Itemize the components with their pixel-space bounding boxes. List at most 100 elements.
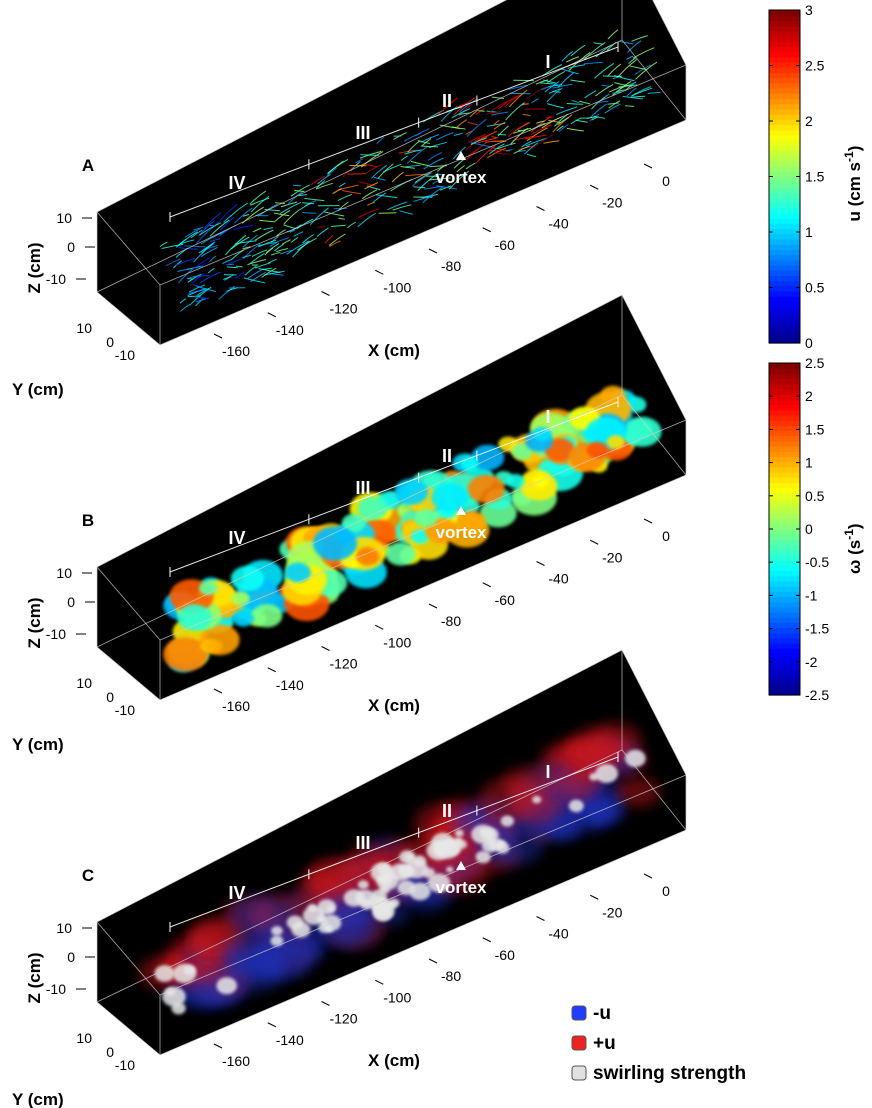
streamline bbox=[296, 218, 314, 230]
vorticity-blob bbox=[312, 526, 358, 561]
colorbar-band bbox=[769, 108, 800, 115]
streamline bbox=[187, 273, 202, 283]
streamline bbox=[583, 42, 606, 61]
streamline bbox=[309, 207, 329, 226]
vorticity-blob bbox=[357, 496, 388, 520]
streamline bbox=[179, 298, 187, 304]
streamline bbox=[625, 105, 635, 107]
streamline bbox=[342, 190, 362, 195]
streamline bbox=[175, 238, 187, 248]
box-edge bbox=[96, 749, 623, 1003]
colorbar-band bbox=[769, 202, 800, 209]
streamline bbox=[188, 284, 206, 293]
colorbar-band bbox=[769, 275, 800, 282]
x-tick-mark bbox=[590, 894, 599, 900]
region-label-II: II bbox=[442, 446, 452, 466]
colorbar-tick-label: -1.5 bbox=[805, 621, 829, 637]
panel-label: A bbox=[82, 156, 94, 175]
colorbar-band bbox=[769, 689, 800, 696]
streamline bbox=[161, 243, 184, 249]
region-label-IV: IV bbox=[228, 173, 245, 193]
z-tick-label: 10 bbox=[56, 210, 72, 226]
x-tick-mark bbox=[428, 248, 438, 254]
volume-content bbox=[138, 722, 662, 1015]
box-edge bbox=[159, 829, 687, 1056]
streamline bbox=[220, 216, 235, 231]
colorbar-band bbox=[769, 627, 800, 634]
streamline bbox=[189, 273, 204, 287]
velocity-blob bbox=[566, 726, 626, 767]
swirl-blob bbox=[427, 873, 451, 893]
vorticity-blob bbox=[471, 444, 505, 471]
swirl-blob bbox=[404, 859, 429, 879]
streamline bbox=[531, 134, 554, 149]
streamline bbox=[366, 185, 381, 191]
streamline bbox=[315, 180, 326, 189]
swirl-blob bbox=[446, 866, 454, 873]
streamline bbox=[607, 102, 619, 105]
streamline bbox=[619, 40, 634, 45]
swirl-blob bbox=[355, 889, 376, 907]
streamline bbox=[630, 87, 652, 97]
box-edge bbox=[96, 294, 623, 568]
colorbar-tick-label: 2 bbox=[805, 388, 813, 404]
streamline bbox=[233, 224, 254, 231]
streamline bbox=[230, 202, 249, 217]
colorbar-band bbox=[769, 259, 800, 266]
colorbar-band bbox=[769, 674, 800, 681]
swirl-blob bbox=[370, 862, 394, 883]
streamline bbox=[192, 257, 211, 270]
streamline bbox=[531, 98, 539, 104]
legend-label-plus-u: +u bbox=[593, 1033, 616, 1054]
streamline bbox=[358, 208, 379, 218]
box-edge bbox=[159, 119, 687, 346]
streamline bbox=[566, 127, 584, 132]
region-ruler bbox=[169, 756, 619, 928]
streamline bbox=[612, 91, 621, 94]
colorbar-band bbox=[769, 186, 800, 193]
streamline bbox=[338, 217, 345, 220]
colorbar-band bbox=[769, 383, 800, 390]
z-tick-label: -10 bbox=[46, 626, 66, 642]
streamline bbox=[279, 201, 302, 215]
y-tick-label: 10 bbox=[76, 1030, 92, 1046]
vorticity-blob bbox=[232, 610, 255, 627]
streamline bbox=[242, 214, 250, 217]
box-edge bbox=[96, 211, 161, 286]
streamline bbox=[234, 272, 245, 279]
streamline bbox=[315, 182, 333, 190]
colorbar-band bbox=[769, 10, 800, 16]
y-tick-label: -10 bbox=[115, 347, 135, 363]
streamline bbox=[372, 192, 387, 203]
streamline bbox=[606, 63, 622, 77]
streamline bbox=[622, 95, 644, 100]
streamline bbox=[286, 240, 309, 255]
x-tick-mark bbox=[375, 979, 384, 985]
colorbar-band bbox=[769, 456, 800, 463]
colorbar-band bbox=[769, 544, 800, 551]
colorbar-band bbox=[769, 327, 800, 334]
streamline bbox=[470, 137, 487, 145]
vorticity-blob bbox=[394, 478, 429, 505]
streamline bbox=[467, 148, 480, 156]
streamline bbox=[323, 211, 345, 217]
colorbar-band bbox=[769, 612, 800, 618]
x-tick-label: -60 bbox=[495, 947, 515, 963]
streamline bbox=[165, 258, 181, 267]
colorbar-tick-label: -2 bbox=[805, 654, 818, 670]
colorbar-band bbox=[769, 617, 800, 623]
streamline bbox=[491, 96, 505, 99]
vorticity-blob bbox=[205, 639, 223, 653]
streamline bbox=[188, 288, 207, 294]
streamline bbox=[184, 245, 206, 248]
x-tick-label: -100 bbox=[383, 634, 411, 650]
streamline bbox=[391, 171, 404, 183]
streamline bbox=[583, 61, 604, 65]
x-tick-mark bbox=[482, 582, 491, 588]
streamline bbox=[364, 163, 378, 168]
colorbar-label: u (cm s-1) bbox=[842, 146, 864, 222]
streamline bbox=[543, 140, 560, 144]
streamline bbox=[436, 164, 447, 172]
streamline bbox=[294, 189, 305, 192]
colorbar-band bbox=[769, 207, 800, 214]
